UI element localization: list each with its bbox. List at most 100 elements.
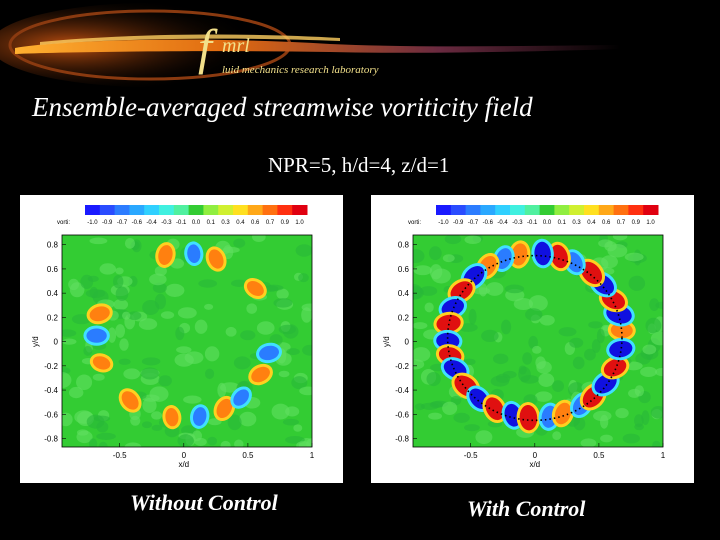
noise-blob [413,249,425,264]
y-axis-label: y/d [31,336,40,347]
noise-blob [183,395,202,404]
noise-blob [141,421,153,429]
colorbar-tick-label: 0.9 [632,220,641,226]
negative-vortex [504,403,522,427]
colorbar-tick-label: -0.1 [176,220,187,226]
noise-blob [94,415,111,422]
noise-blob [652,440,661,447]
noise-blob [584,348,596,361]
noise-blob [295,244,312,257]
colorbar-tick-label: 0.3 [221,220,230,226]
colorbar-tick-label: -0.9 [102,220,113,226]
noise-blob [481,329,499,343]
colorbar-tick-label: 0.1 [207,220,216,226]
noise-blob [88,438,98,447]
noise-blob [115,286,129,302]
plot-frame [61,234,313,448]
colorbar-swatch [247,205,264,215]
colorbar-swatch [292,205,308,215]
noise-blob [301,307,312,323]
noise-blob [628,275,646,291]
colorbar-label: vorti: [408,220,421,226]
y-tick-label: 0.6 [398,265,410,274]
noise-blob [478,283,488,297]
x-tick-label: 1 [310,451,315,460]
colorbar-tick-label: 0.4 [236,220,245,226]
logo-text: mrl [222,35,250,57]
noise-blob [615,408,629,419]
noise-blob [76,374,93,391]
vorticity-field [413,235,663,447]
noise-blob [252,235,266,243]
noise-blob [522,352,533,365]
noise-blob [413,265,433,276]
colorbar-tick-label: 0.3 [572,220,581,226]
noise-blob [591,339,601,353]
noise-blob [634,423,644,431]
colorbar-tick-label: -1.0 [438,220,449,226]
noise-blob [413,283,423,300]
noise-blob [424,302,434,313]
negative-vortex [192,407,207,426]
noise-blob [596,328,605,344]
noise-blob [204,303,214,310]
noise-blob [419,286,438,296]
colorbar-swatch [495,205,511,215]
noise-blob [113,299,129,310]
colorbar-swatch [218,205,234,215]
noise-blob [239,411,257,427]
noise-blob [141,367,159,380]
colorbar-swatch [262,205,278,215]
noise-blob [485,282,504,296]
colorbar-swatch [510,205,526,215]
noise-blob [622,433,640,444]
positive-vortex [610,322,633,338]
colorbar-tick-label: 0.7 [266,220,275,226]
x-tick-label: -0.5 [113,451,127,460]
noise-blob [92,373,105,381]
colorbar-swatch [188,205,204,215]
colorbar-swatch [450,205,467,215]
noise-blob [538,373,555,387]
colorbar-tick-label: 0.0 [543,220,552,226]
noise-blob [286,348,300,356]
noise-blob [599,414,609,429]
positive-vortex [158,245,173,265]
noise-blob [233,238,246,248]
noise-blob [138,318,158,330]
noise-blob [552,431,562,441]
noise-blob [413,347,431,362]
noise-blob [444,235,462,245]
caption-with-control: With Control [467,496,586,521]
noise-blob [604,241,617,252]
colorbar-label: vorti: [57,220,70,226]
noise-blob [428,412,442,420]
y-tick-label: 0.4 [47,289,59,298]
noise-blob [149,273,167,286]
negative-vortex [187,244,201,264]
noise-blob [89,237,108,245]
noise-blob [98,441,108,447]
noise-blob [123,368,141,380]
y-tick-label: 0.8 [47,241,59,250]
noise-blob [276,288,289,300]
colorbar-swatch [598,205,615,215]
noise-blob [85,289,106,298]
x-tick-label: 0.5 [242,451,254,460]
y-tick-label: 0 [405,338,410,347]
colorbar-tick-label: -0.7 [117,220,128,226]
colorbar-tick-label: 0.4 [587,220,596,226]
slide-title: Ensemble-averaged streamwise voriticity … [32,92,533,122]
colorbar-swatch [465,205,481,215]
positive-vortex [554,402,572,425]
negative-vortex [495,248,512,270]
noise-blob [525,308,543,321]
noise-blob [558,327,577,337]
x-tick-label: -0.5 [464,451,478,460]
noise-blob [160,311,175,319]
x-tick-label: 0 [533,451,538,460]
noise-blob [217,382,227,398]
colorbar-tick-label: 0.7 [617,220,626,226]
noise-blob [234,439,244,447]
noise-blob [501,319,512,335]
